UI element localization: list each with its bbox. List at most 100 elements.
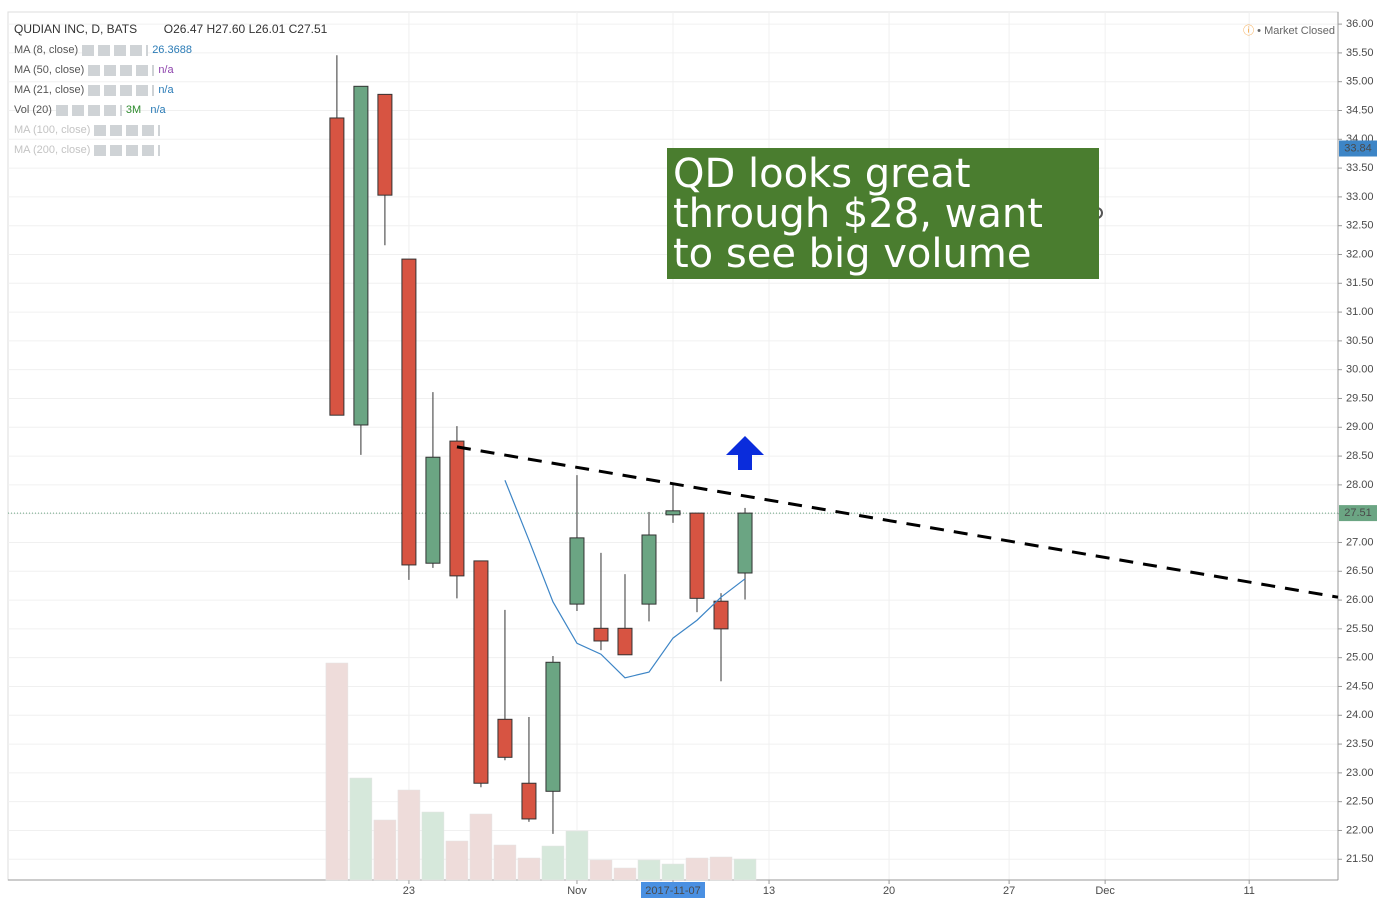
y-tick-label: 25.00 xyxy=(1346,652,1374,664)
candle-body xyxy=(713,600,729,630)
y-tick-label: 32.00 xyxy=(1346,248,1374,260)
market-status: ⓘ • Market Closed xyxy=(1243,25,1335,37)
candle-body xyxy=(689,512,705,599)
y-tick-label: 33.50 xyxy=(1346,162,1374,174)
y-tick-label: 35.00 xyxy=(1346,76,1374,88)
volume-bar xyxy=(733,858,757,881)
candle-body xyxy=(497,718,513,758)
symbol-header: QUDIAN INC, D, BATS O26.47 H27.60 L26.01… xyxy=(14,22,327,36)
x-tick-highlight xyxy=(641,882,705,898)
volume-bar xyxy=(493,844,517,881)
indicator[interactable]: MA (50, close) n/a xyxy=(14,64,174,76)
indicator-text: n/a xyxy=(150,104,166,116)
y-tick-label: 22.00 xyxy=(1346,824,1374,836)
ohlc-high: H27.60 xyxy=(206,22,246,36)
x-tick-label: Nov xyxy=(567,885,587,897)
candle-body xyxy=(545,661,561,792)
y-tick-label: 30.50 xyxy=(1346,335,1374,347)
market-status-text: Market Closed xyxy=(1264,25,1335,37)
candle-body xyxy=(329,117,345,416)
indicator-text: n/a xyxy=(158,64,174,76)
indicator-text: 26.3688 xyxy=(152,44,192,56)
indicator-text: MA (8, close) xyxy=(14,44,79,56)
ohlc-open: O26.47 xyxy=(163,22,204,36)
y-tick-label: 27.00 xyxy=(1346,536,1374,548)
symbol-title[interactable]: QUDIAN INC, D, BATS xyxy=(14,22,138,36)
indicator-text: n/a xyxy=(158,84,174,96)
indicator-buttons[interactable] xyxy=(94,124,161,136)
volume-bar xyxy=(709,856,733,881)
indicator[interactable]: MA (200, close) xyxy=(14,144,164,156)
y-tick-label: 21.50 xyxy=(1346,853,1374,865)
indicator-text: MA (50, close) xyxy=(14,64,85,76)
indicator-text: MA (100, close) xyxy=(14,124,91,136)
y-tick-label: 23.50 xyxy=(1346,738,1374,750)
indicator-buttons[interactable] xyxy=(88,84,155,96)
volume-bar xyxy=(589,859,613,881)
price-marker xyxy=(1339,505,1377,522)
indicator[interactable]: Vol (20) 3M n/a xyxy=(14,104,166,116)
volume-bar xyxy=(517,857,541,881)
y-tick-label: 34.50 xyxy=(1346,104,1374,116)
x-tick-label: 11 xyxy=(1243,885,1254,897)
candle-body xyxy=(401,258,417,566)
y-tick-label: 31.50 xyxy=(1346,277,1374,289)
candle-body xyxy=(521,782,537,820)
y-tick-label: 29.50 xyxy=(1346,392,1374,404)
candle-body xyxy=(449,440,465,577)
indicator[interactable]: MA (21, close) n/a xyxy=(14,84,174,96)
candle-body xyxy=(377,93,393,196)
indicator-buttons[interactable] xyxy=(94,144,161,156)
volume-bar xyxy=(469,813,493,881)
y-tick-label: 32.50 xyxy=(1346,220,1374,232)
y-tick-label: 30.00 xyxy=(1346,364,1374,376)
y-tick-label: 36.00 xyxy=(1346,18,1374,30)
y-tick-label: 31.00 xyxy=(1346,306,1374,318)
candle-body xyxy=(569,537,585,605)
candle-body xyxy=(617,627,633,656)
price-marker-label: 27.51 xyxy=(1344,507,1372,519)
y-tick-label: 28.50 xyxy=(1346,450,1374,462)
price-marker-label: 33.84 xyxy=(1344,142,1372,154)
indicator-buttons[interactable] xyxy=(55,104,122,116)
y-tick-label: 22.50 xyxy=(1346,796,1374,808)
candle-body xyxy=(737,512,753,574)
y-tick-label: 24.00 xyxy=(1346,709,1374,721)
volume-bar xyxy=(661,863,685,881)
ma-line xyxy=(504,480,746,679)
annotation-box[interactable]: QD looks great through $28, want to see … xyxy=(667,148,1099,279)
price-marker xyxy=(1339,140,1377,157)
x-tick-label: 13 xyxy=(763,885,775,897)
volume-bar xyxy=(565,830,589,881)
candle-body xyxy=(665,510,681,516)
indicator[interactable]: MA (8, close) 26.3688 xyxy=(14,44,192,56)
volume-bar xyxy=(613,867,637,881)
volume-bar xyxy=(445,840,469,881)
indicator-buttons[interactable] xyxy=(82,44,149,56)
volume-bar xyxy=(541,845,565,881)
volume-bar xyxy=(397,789,421,881)
volume-bar xyxy=(325,662,349,881)
y-tick-label: 28.00 xyxy=(1346,479,1374,491)
indicator[interactable]: MA (100, close) xyxy=(14,124,164,136)
volume-bar xyxy=(349,777,373,881)
ohlc-close: C27.51 xyxy=(288,22,328,36)
volume-bar xyxy=(685,857,709,881)
indicator-text: 3M xyxy=(125,104,142,116)
x-tick-label: 27 xyxy=(1003,885,1015,897)
x-tick-label: 2017-11-07 xyxy=(645,885,700,897)
x-tick-label: Dec xyxy=(1095,885,1115,897)
indicator-text: MA (200, close) xyxy=(14,144,91,156)
candle-body xyxy=(353,85,369,426)
candle-body xyxy=(641,534,657,605)
indicator-buttons[interactable] xyxy=(88,64,155,76)
y-tick-label: 33.00 xyxy=(1346,191,1374,203)
x-tick-label: 23 xyxy=(403,885,415,897)
candle-body xyxy=(473,560,489,784)
indicator-text: MA (21, close) xyxy=(14,84,85,96)
y-tick-label: 24.50 xyxy=(1346,680,1374,692)
candle-body xyxy=(593,627,609,642)
y-tick-label: 35.50 xyxy=(1346,47,1374,59)
